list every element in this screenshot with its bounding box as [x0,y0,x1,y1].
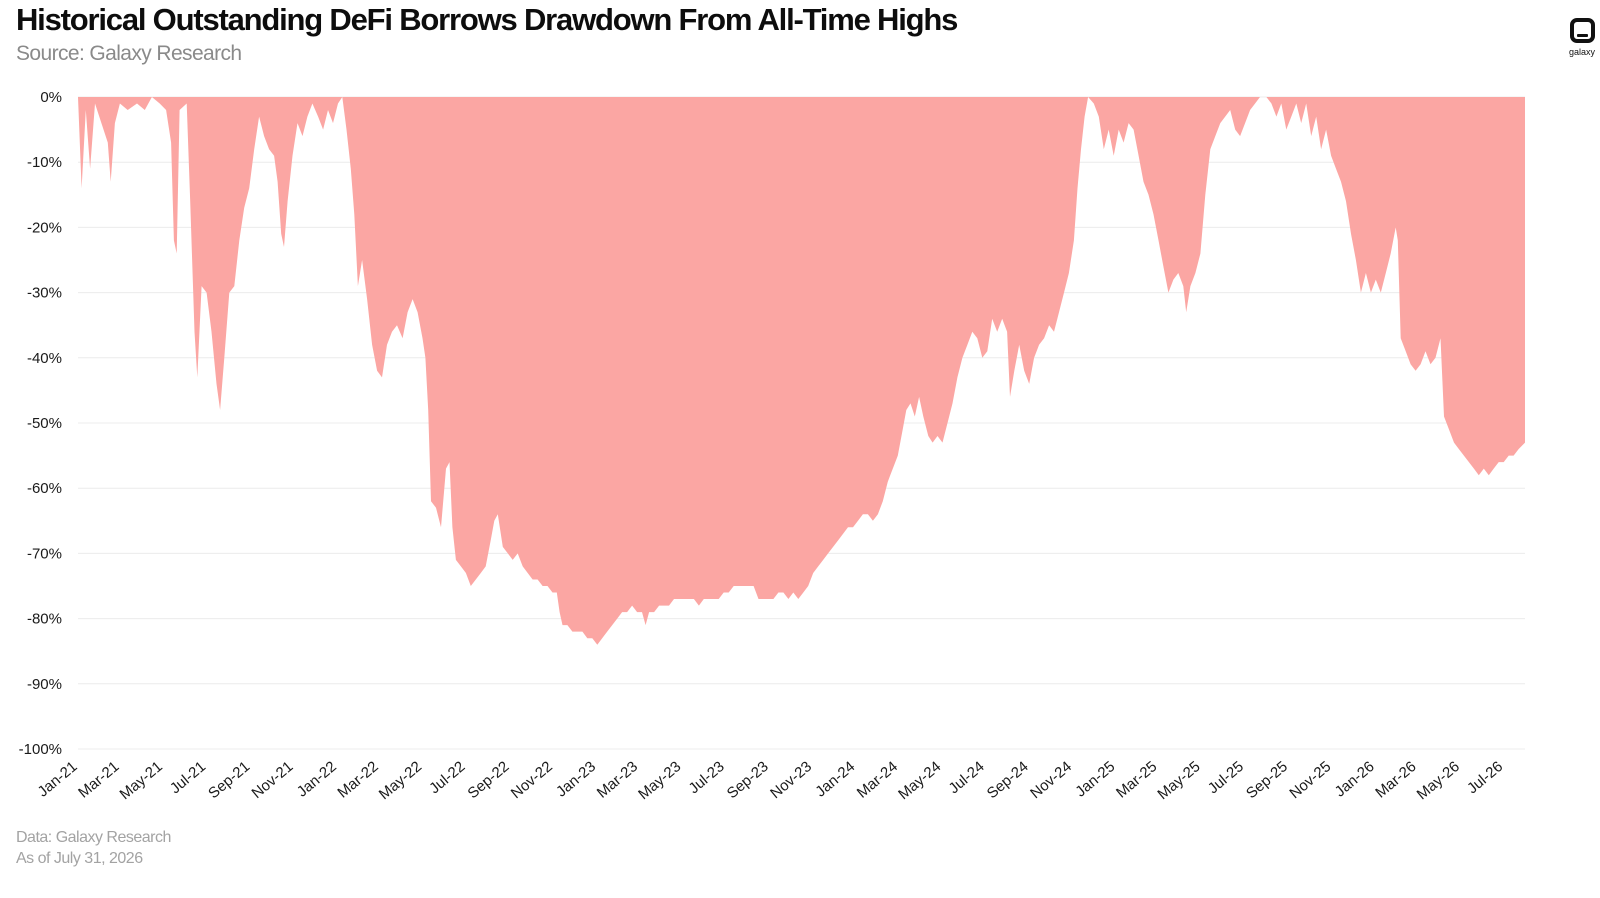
x-tick-label: Sep-22 [464,758,512,802]
y-tick-label: -40% [27,350,62,367]
x-tick-label: May-26 [1414,758,1463,803]
drawdown-area-series [78,97,1525,645]
y-tick-label: -60% [27,480,62,497]
x-tick-label: Mar-22 [334,758,381,802]
x-tick-label: Jul-25 [1205,758,1247,797]
x-tick-label: May-23 [635,758,684,803]
x-tick-label: Jan-25 [1072,758,1118,801]
x-tick-label: Nov-25 [1286,758,1334,802]
x-tick-label: Nov-22 [508,758,556,802]
x-tick-label: Nov-21 [249,758,297,802]
x-tick-label: Jan-24 [812,758,858,801]
x-tick-label: Nov-24 [1027,758,1075,802]
x-tick-label: Nov-23 [767,758,815,802]
y-tick-label: -90% [27,676,62,693]
galaxy-logo-icon [1569,18,1595,43]
x-tick-label: Sep-24 [984,758,1032,802]
y-axis-tick-labels: 0% -10% -20% -30% -40% -50% -60% -70% -80% -90% -1… [19,89,62,758]
y-tick-label: -80% [27,611,62,628]
chart-title: Historical Outstanding DeFi Borrows Draw… [16,2,958,37]
x-tick-label: Jul-24 [945,758,987,797]
x-tick-label: Sep-21 [205,758,253,802]
y-tick-label: -10% [27,154,62,171]
y-tick-label: -30% [27,285,62,302]
y-tick-label: 0% [40,89,62,106]
x-tick-label: May-24 [895,758,944,803]
y-tick-label: -70% [27,545,62,562]
x-tick-label: Jul-26 [1464,758,1506,797]
x-tick-label: Jul-21 [167,758,209,797]
footer-as-of-date: As of July 31, 2026 [16,850,143,867]
galaxy-logo-text: galaxy [1568,47,1595,57]
y-tick-label: -20% [27,219,62,236]
x-tick-label: Mar-24 [854,758,901,802]
chart-subtitle: Source: Galaxy Research [16,42,242,65]
x-tick-label: Mar-23 [594,758,641,802]
y-tick-label: -50% [27,415,62,432]
x-tick-label: Mar-21 [75,758,122,802]
x-tick-label: Jul-22 [426,758,468,797]
x-tick-label: Jan-23 [553,758,599,801]
footer-data-source: Data: Galaxy Research [16,829,171,846]
x-tick-label: Mar-26 [1372,758,1419,802]
x-tick-label: Mar-25 [1113,758,1160,802]
x-tick-label: Jan-26 [1332,758,1378,801]
galaxy-logo: galaxy [1560,18,1600,57]
x-tick-label: Jul-23 [685,758,727,797]
y-tick-label: -100% [19,741,62,758]
x-tick-label: May-22 [376,758,425,803]
x-tick-label: May-25 [1154,758,1203,803]
x-tick-label: Jan-21 [35,758,81,801]
x-tick-label: Sep-25 [1243,758,1291,802]
x-tick-label: Sep-23 [724,758,772,802]
x-tick-label: Jan-22 [294,758,340,801]
x-tick-label: May-21 [117,758,166,803]
